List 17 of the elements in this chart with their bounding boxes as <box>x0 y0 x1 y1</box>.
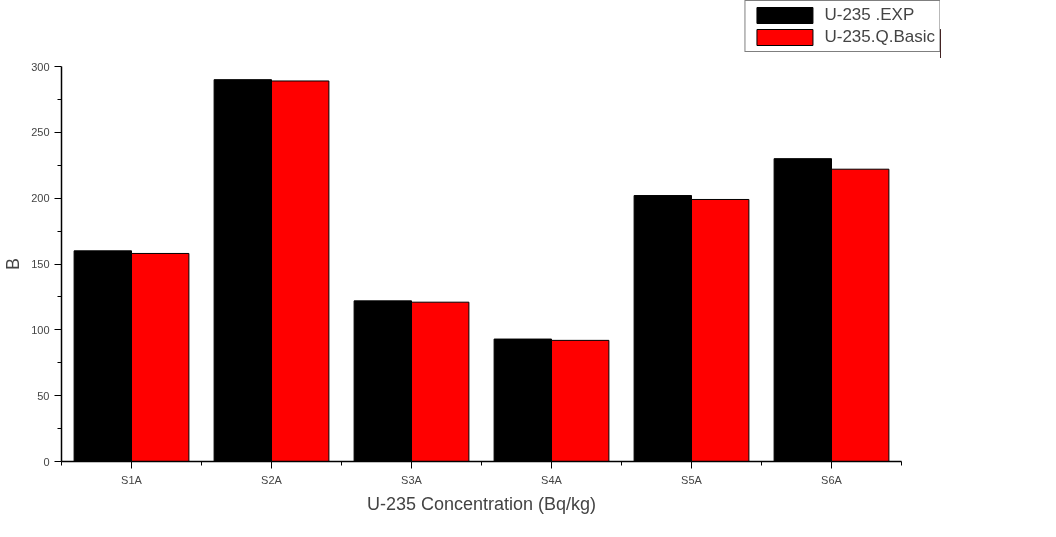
x-tick-label: S1A <box>121 473 143 486</box>
x-tick-label: S6A <box>821 473 843 486</box>
y-tick-label: 0 <box>43 455 50 468</box>
legend-label: U-235.Q.Basic <box>824 27 935 47</box>
x-tick-label: S5A <box>681 473 703 486</box>
x-axis-title: U-235 Concentration (Bq/kg) <box>366 493 597 514</box>
x-tick-label: S2A <box>261 473 283 486</box>
x-tick-label: S4A <box>541 473 563 486</box>
x-tick-label: S3A <box>401 473 423 486</box>
y-tick-label: 100 <box>31 323 50 336</box>
y-axis-title: B <box>3 257 24 270</box>
y-tick-label: 300 <box>31 60 50 73</box>
y-tick-label: 150 <box>31 258 50 270</box>
y-tick-label: 250 <box>31 126 50 139</box>
y-tick-label: 50 <box>37 389 50 402</box>
y-tick-label: 200 <box>31 192 50 205</box>
legend-label: U-235 .EXP <box>824 5 915 25</box>
